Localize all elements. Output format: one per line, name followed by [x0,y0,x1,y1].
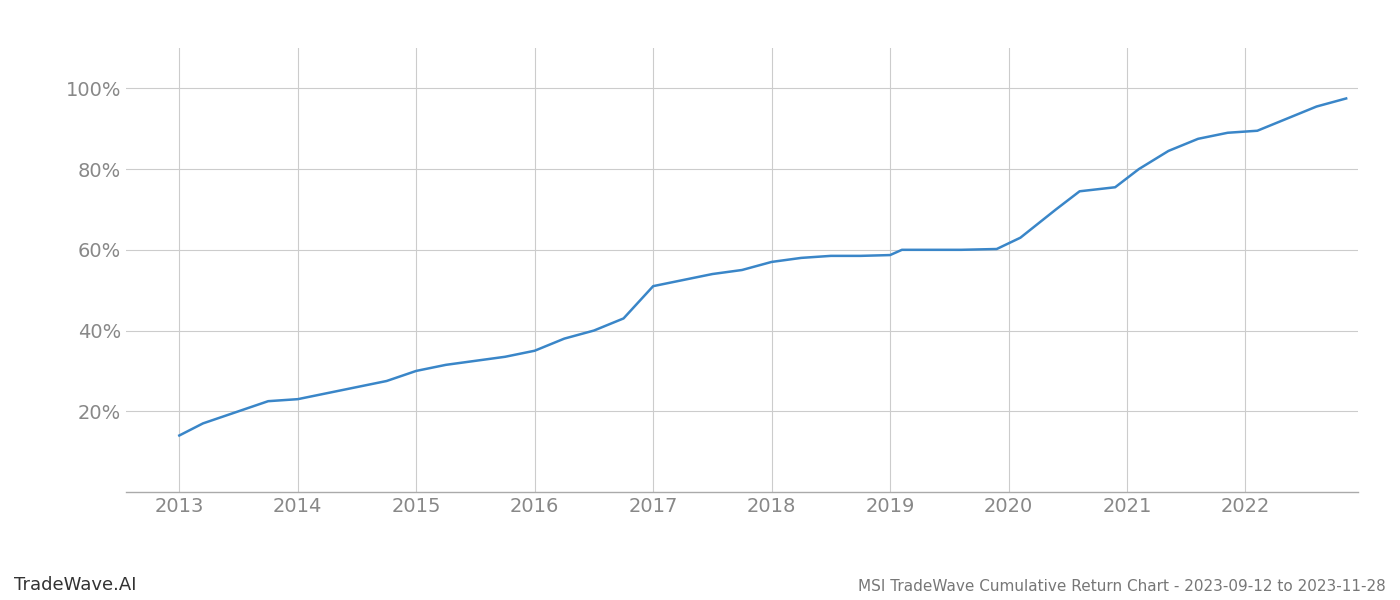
Text: MSI TradeWave Cumulative Return Chart - 2023-09-12 to 2023-11-28: MSI TradeWave Cumulative Return Chart - … [858,579,1386,594]
Text: TradeWave.AI: TradeWave.AI [14,576,137,594]
